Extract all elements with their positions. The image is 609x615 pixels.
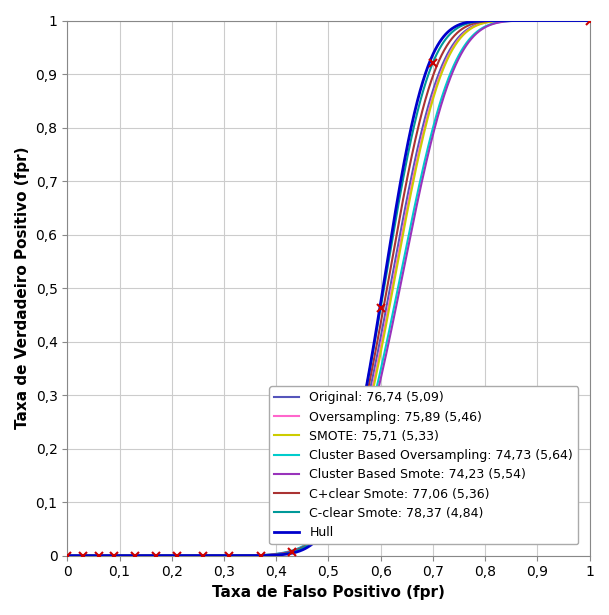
Line: C+clear Smote: 77,06 (5,36): C+clear Smote: 77,06 (5,36) — [67, 20, 590, 556]
C+clear Smote: 77,06 (5,36): (0.404, 0.00277): 77,06 (5,36): (0.404, 0.00277) — [275, 550, 282, 558]
SMOTE: 75,71 (5,33): (0.798, 0.995): 75,71 (5,33): (0.798, 0.995) — [481, 19, 488, 26]
Oversampling: 75,89 (5,46): (0.102, 1.41e-15): 75,89 (5,46): (0.102, 1.41e-15) — [117, 552, 124, 560]
Legend: Original: 76,74 (5,09), Oversampling: 75,89 (5,46), SMOTE: 75,71 (5,33), Cluster: Original: 76,74 (5,09), Oversampling: 75… — [269, 386, 578, 544]
SMOTE: 75,71 (5,33): (0.102, 1.16e-15): 75,71 (5,33): (0.102, 1.16e-15) — [117, 552, 124, 560]
C-clear Smote: 78,37 (4,84): (0.102, 5.96e-18): 78,37 (4,84): (0.102, 5.96e-18) — [117, 552, 124, 560]
Cluster Based Oversampling: 74,73 (5,64): (0.78, 0.975): 74,73 (5,64): (0.78, 0.975) — [471, 30, 478, 38]
C-clear Smote: 78,37 (4,84): (0.44, 0.00984): 78,37 (4,84): (0.44, 0.00984) — [294, 547, 301, 554]
Oversampling: 75,89 (5,46): (0.404, 0.00289): 75,89 (5,46): (0.404, 0.00289) — [275, 550, 282, 558]
SMOTE: 75,71 (5,33): (0.687, 0.804): 75,71 (5,33): (0.687, 0.804) — [422, 122, 429, 129]
Line: Oversampling: 75,89 (5,46): Oversampling: 75,89 (5,46) — [67, 20, 590, 556]
Original: 76,74 (5,09): (0.44, 0.0122): 76,74 (5,09): (0.44, 0.0122) — [294, 546, 301, 553]
C-clear Smote: 78,37 (4,84): (0.798, 0.999): 78,37 (4,84): (0.798, 0.999) — [481, 17, 488, 25]
Oversampling: 75,89 (5,46): (0, 0): 75,89 (5,46): (0, 0) — [63, 552, 71, 560]
Cluster Based Oversampling: 74,73 (5,64): (0, 0): 74,73 (5,64): (0, 0) — [63, 552, 71, 560]
Hull — [275, 551, 282, 558]
Oversampling: 75,89 (5,46): (0.78, 0.989): 75,89 (5,46): (0.78, 0.989) — [471, 22, 478, 30]
C+clear Smote: 77,06 (5,36): (0.687, 0.856): 77,06 (5,36): (0.687, 0.856) — [422, 94, 429, 101]
Cluster Based Oversampling: 74,73 (5,64): (0.44, 0.013): 74,73 (5,64): (0.44, 0.013) — [294, 545, 301, 552]
SMOTE: 75,71 (5,33): (0.44, 0.0101): 75,71 (5,33): (0.44, 0.0101) — [294, 547, 301, 554]
Cluster Based Oversampling: 74,73 (5,64): (0.404, 0.00408): 74,73 (5,64): (0.404, 0.00408) — [275, 550, 282, 557]
Line: Cluster Based Smote: 74,23 (5,54): Cluster Based Smote: 74,23 (5,54) — [67, 20, 590, 556]
Cluster Based Oversampling: 74,73 (5,64): (0.798, 0.988): 74,73 (5,64): (0.798, 0.988) — [481, 23, 488, 31]
Oversampling: 75,89 (5,46): (0.44, 0.0107): 75,89 (5,46): (0.44, 0.0107) — [294, 546, 301, 554]
Cluster Based Smote: 74,23 (5,54): (0.404, 0.00356): 74,23 (5,54): (0.404, 0.00356) — [275, 550, 282, 558]
Hull — [562, 17, 569, 24]
C+clear Smote: 77,06 (5,36): (0.798, 0.998): 77,06 (5,36): (0.798, 0.998) — [481, 18, 488, 25]
SMOTE: 75,71 (5,33): (0.404, 0.00268): 75,71 (5,33): (0.404, 0.00268) — [275, 550, 282, 558]
C+clear Smote: 77,06 (5,36): (0.44, 0.011): 77,06 (5,36): (0.44, 0.011) — [294, 546, 301, 554]
Cluster Based Smote: 74,23 (5,54): (0.687, 0.732): 74,23 (5,54): (0.687, 0.732) — [422, 160, 429, 167]
C-clear Smote: 78,37 (4,84): (0.78, 0.997): 78,37 (4,84): (0.78, 0.997) — [471, 18, 478, 26]
C+clear Smote: 77,06 (5,36): (0.102, 1.39e-16): 77,06 (5,36): (0.102, 1.39e-16) — [117, 552, 124, 560]
SMOTE: 75,71 (5,33): (0.78, 0.989): 75,71 (5,33): (0.78, 0.989) — [471, 23, 478, 30]
C-clear Smote: 78,37 (4,84): (0.687, 0.885): 78,37 (4,84): (0.687, 0.885) — [422, 78, 429, 85]
C-clear Smote: 78,37 (4,84): (1, 1): 78,37 (4,84): (1, 1) — [586, 17, 593, 24]
X-axis label: Taxa de Falso Positivo (fpr): Taxa de Falso Positivo (fpr) — [212, 585, 445, 600]
C+clear Smote: 77,06 (5,36): (0.969, 1): 77,06 (5,36): (0.969, 1) — [569, 17, 577, 24]
Line: Hull: Hull — [67, 20, 590, 556]
Original: 76,74 (5,09): (0.102, 2.11e-15): 76,74 (5,09): (0.102, 2.11e-15) — [117, 552, 124, 560]
Line: SMOTE: 75,71 (5,33): SMOTE: 75,71 (5,33) — [67, 20, 590, 556]
Line: Original: 76,74 (5,09): Original: 76,74 (5,09) — [67, 20, 590, 556]
Oversampling: 75,89 (5,46): (0.976, 1): 75,89 (5,46): (0.976, 1) — [573, 17, 580, 24]
C+clear Smote: 77,06 (5,36): (0, 0): 77,06 (5,36): (0, 0) — [63, 552, 71, 560]
Original: 76,74 (5,09): (0.78, 0.991): 76,74 (5,09): (0.78, 0.991) — [471, 22, 478, 29]
Cluster Based Smote: 74,23 (5,54): (0, 0): 74,23 (5,54): (0, 0) — [63, 552, 71, 560]
C-clear Smote: 78,37 (4,84): (0, 0): 78,37 (4,84): (0, 0) — [63, 552, 71, 560]
Original: 76,74 (5,09): (0.687, 0.824): 76,74 (5,09): (0.687, 0.824) — [422, 111, 429, 118]
SMOTE: 75,71 (5,33): (1, 1): 75,71 (5,33): (1, 1) — [586, 17, 593, 24]
SMOTE: 75,71 (5,33): (0, 0): 75,71 (5,33): (0, 0) — [63, 552, 71, 560]
Hull — [294, 548, 301, 555]
Hull — [422, 68, 429, 76]
Oversampling: 75,89 (5,46): (1, 1): 75,89 (5,46): (1, 1) — [586, 17, 593, 24]
Cluster Based Smote: 74,23 (5,54): (0.798, 0.986): 74,23 (5,54): (0.798, 0.986) — [481, 24, 488, 31]
Oversampling: 75,89 (5,46): (0.687, 0.811): 75,89 (5,46): (0.687, 0.811) — [422, 118, 429, 125]
Line: C-clear Smote: 78,37 (4,84): C-clear Smote: 78,37 (4,84) — [67, 20, 590, 556]
Cluster Based Smote: 74,23 (5,54): (1, 1): 74,23 (5,54): (1, 1) — [586, 17, 593, 24]
Line: Cluster Based Oversampling: 74,73 (5,64): Cluster Based Oversampling: 74,73 (5,64) — [67, 20, 590, 556]
Cluster Based Smote: 74,23 (5,54): (0.78, 0.972): 74,23 (5,54): (0.78, 0.972) — [471, 31, 478, 39]
Original: 76,74 (5,09): (0.975, 1): 76,74 (5,09): (0.975, 1) — [573, 17, 580, 24]
Hull — [117, 552, 124, 560]
Cluster Based Oversampling: 74,73 (5,64): (0.687, 0.747): 74,73 (5,64): (0.687, 0.747) — [422, 152, 429, 159]
Cluster Based Oversampling: 74,73 (5,64): (0.102, 1.27e-13): 74,73 (5,64): (0.102, 1.27e-13) — [117, 552, 124, 560]
Cluster Based Smote: 74,23 (5,54): (0.986, 1): 74,23 (5,54): (0.986, 1) — [579, 17, 586, 24]
Cluster Based Oversampling: 74,73 (5,64): (0.985, 1): 74,73 (5,64): (0.985, 1) — [578, 17, 585, 24]
Hull — [471, 18, 478, 25]
Cluster Based Smote: 74,23 (5,54): (0.44, 0.0115): 74,23 (5,54): (0.44, 0.0115) — [294, 546, 301, 554]
C-clear Smote: 78,37 (4,84): (0.962, 1): 78,37 (4,84): (0.962, 1) — [566, 17, 573, 24]
SMOTE: 75,71 (5,33): (0.976, 1): 75,71 (5,33): (0.976, 1) — [573, 17, 580, 24]
Original: 76,74 (5,09): (0, 0): 76,74 (5,09): (0, 0) — [63, 552, 71, 560]
Original: 76,74 (5,09): (0.404, 0.00337): 76,74 (5,09): (0.404, 0.00337) — [275, 550, 282, 558]
Original: 76,74 (5,09): (0.798, 0.996): 76,74 (5,09): (0.798, 0.996) — [481, 19, 488, 26]
Original: 76,74 (5,09): (1, 1): 76,74 (5,09): (1, 1) — [586, 17, 593, 24]
C+clear Smote: 77,06 (5,36): (1, 1): 77,06 (5,36): (1, 1) — [586, 17, 593, 24]
Hull — [481, 17, 488, 25]
C+clear Smote: 77,06 (5,36): (0.78, 0.995): 77,06 (5,36): (0.78, 0.995) — [471, 20, 478, 27]
Y-axis label: Taxa de Verdadeiro Positivo (fpr): Taxa de Verdadeiro Positivo (fpr) — [15, 147, 30, 429]
C-clear Smote: 78,37 (4,84): (0.404, 0.00223): 78,37 (4,84): (0.404, 0.00223) — [275, 551, 282, 558]
Cluster Based Smote: 74,23 (5,54): (0.102, 9.05e-14): 74,23 (5,54): (0.102, 9.05e-14) — [117, 552, 124, 560]
Hull — [586, 17, 593, 24]
Cluster Based Oversampling: 74,73 (5,64): (1, 1): 74,73 (5,64): (1, 1) — [586, 17, 593, 24]
Oversampling: 75,89 (5,46): (0.798, 0.996): 75,89 (5,46): (0.798, 0.996) — [481, 19, 488, 26]
Hull — [63, 552, 71, 560]
